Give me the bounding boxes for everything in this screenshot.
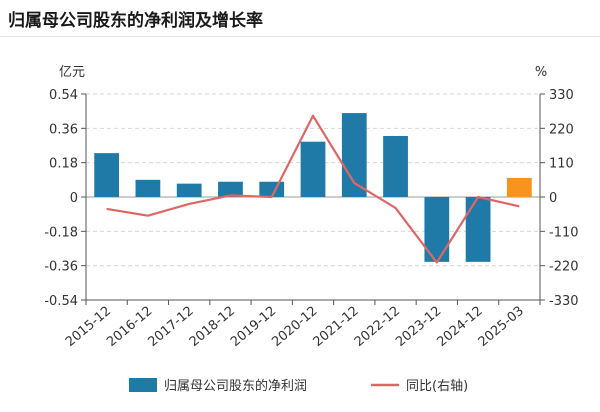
x-tick-label: 2019-12 bbox=[228, 304, 279, 350]
bar-2021-12[interactable] bbox=[341, 113, 367, 197]
x-tick-label: 2015-12 bbox=[63, 304, 114, 350]
left-tick-label: -0.54 bbox=[44, 294, 78, 309]
x-tick-label: 2018-12 bbox=[187, 304, 238, 350]
right-tick-label: -110 bbox=[549, 225, 579, 240]
left-tick-label: -0.36 bbox=[44, 260, 78, 275]
x-tick-label: 2020-12 bbox=[269, 304, 320, 350]
right-tick-label: 330 bbox=[549, 88, 574, 103]
x-tick-label: 2025-03 bbox=[476, 304, 527, 350]
x-tick-label: 2024-12 bbox=[434, 304, 485, 350]
chart-title: 归属母公司股东的净利润及增长率 bbox=[8, 11, 263, 31]
right-tick-label: 220 bbox=[549, 122, 574, 137]
bar-2025-03[interactable] bbox=[506, 177, 532, 197]
bar-2020-12[interactable] bbox=[300, 141, 326, 197]
left-tick-label: 0 bbox=[70, 191, 78, 206]
right-tick-label: -220 bbox=[549, 260, 579, 275]
bar-2022-12[interactable] bbox=[383, 135, 408, 197]
bar-2018-12[interactable] bbox=[218, 181, 243, 197]
legend-swatch-bar bbox=[129, 378, 157, 392]
left-tick-label: 0.18 bbox=[49, 157, 78, 172]
bar-series bbox=[94, 113, 532, 262]
right-tick-label: 0 bbox=[549, 191, 557, 206]
legend-label-line: 同比(右轴) bbox=[406, 379, 468, 394]
line-series bbox=[106, 114, 520, 264]
bar-2016-12[interactable] bbox=[135, 179, 161, 197]
x-tick-label: 2016-12 bbox=[104, 304, 155, 350]
yoy-growth-line[interactable] bbox=[106, 114, 520, 264]
bar-2017-12[interactable] bbox=[176, 183, 202, 197]
left-axis-unit: 亿元 bbox=[59, 65, 85, 80]
right-axis-unit: % bbox=[535, 65, 547, 80]
x-tick-label: 2022-12 bbox=[352, 304, 403, 350]
legend[interactable]: 归属母公司股东的净利润 同比(右轴) bbox=[129, 378, 468, 394]
legend-label-bar: 归属母公司股东的净利润 bbox=[164, 378, 307, 394]
left-tick-label: -0.18 bbox=[44, 225, 78, 240]
x-tick-label: 2023-12 bbox=[393, 304, 444, 350]
left-tick-label: 0.54 bbox=[49, 88, 78, 103]
left-tick-label: 0.36 bbox=[49, 122, 78, 137]
x-tick-label: 2017-12 bbox=[145, 304, 196, 350]
right-tick-label: 110 bbox=[549, 157, 574, 172]
right-tick-label: -330 bbox=[549, 294, 579, 309]
title-divider bbox=[0, 36, 600, 37]
x-tick-label: 2021-12 bbox=[311, 304, 362, 350]
bar-2015-12[interactable] bbox=[94, 153, 120, 197]
bar-2024-12[interactable] bbox=[465, 197, 491, 262]
axes: 0.54 330 0.36 220 0.18 110 0 0 -0.18 -110 -0.36 -22… bbox=[44, 88, 578, 350]
